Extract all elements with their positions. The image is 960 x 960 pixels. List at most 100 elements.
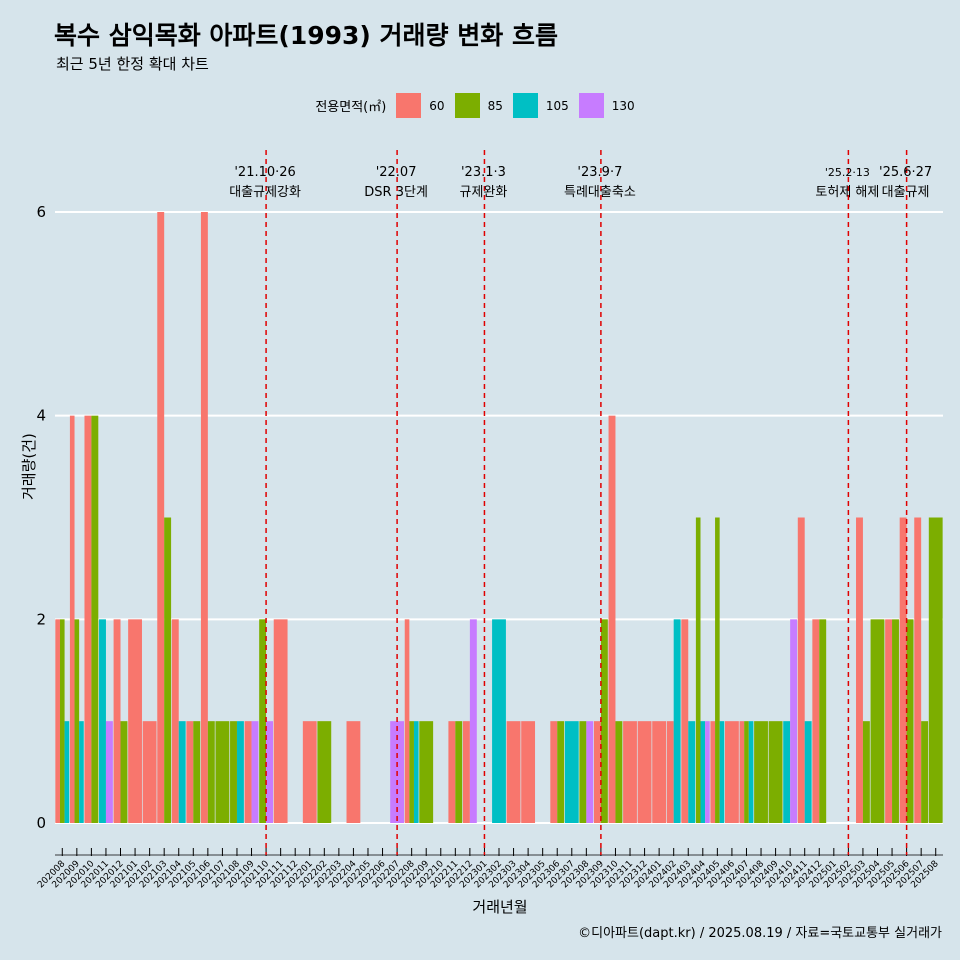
bar-202211-60 [448, 721, 456, 823]
legend-title: 전용면적(㎡) [315, 100, 387, 115]
bar-202406-60 [725, 721, 739, 823]
bar-202008-85 [59, 619, 65, 823]
event-label-text: 대출규제 [882, 185, 930, 200]
legend-swatch-60 [396, 93, 422, 118]
bar-202310-60 [608, 415, 616, 823]
legend-swatch-105 [512, 93, 538, 118]
chart-title: 복수 삼익목화 아파트(1993) 거래량 변화 흐름 [54, 21, 558, 50]
bar-202506-85 [906, 619, 914, 823]
bar-202503-60 [856, 517, 863, 823]
bar-202010-60 [84, 415, 92, 823]
bar-202412-85 [819, 619, 827, 823]
bar-202103-60 [157, 212, 165, 823]
bar-202507-85 [921, 721, 929, 823]
legend-swatch-85 [454, 93, 480, 118]
bar-202106-60 [200, 212, 208, 823]
x-axis-title: 거래년월 [472, 898, 528, 916]
legend-item-105: 105 [512, 93, 569, 118]
legend-item-60: 60 [396, 93, 445, 118]
bar-202012-60 [113, 619, 121, 823]
y-tick-label: 2 [36, 610, 46, 628]
bar-202102-60 [142, 721, 157, 823]
bar-202311-60 [623, 721, 637, 823]
bar-202309-85 [600, 619, 608, 823]
bar-202403-60 [681, 619, 689, 823]
y-tick-label: 6 [36, 203, 46, 221]
bar-202404-130 [705, 721, 710, 823]
event-label-date: '23.9·7 [577, 165, 622, 180]
bar-202403-105 [688, 721, 696, 823]
bar-202303-60 [506, 721, 521, 823]
bar-202410-105 [783, 721, 791, 823]
bar-202411-105 [804, 721, 812, 823]
legend-item-130: 130 [578, 93, 635, 118]
bar-202407-60 [739, 721, 745, 823]
event-label-text: 토허제 해제 [815, 185, 879, 200]
bar-202008-60 [55, 619, 60, 823]
bar-202307-105 [564, 721, 579, 823]
bar-202402-60 [666, 721, 674, 823]
bar-202111-60 [273, 619, 288, 823]
source-caption: ©디아파트(dapt.kr) / 2025.08.19 / 자료=국토교통부 실… [578, 926, 942, 941]
bar-202404-85 [695, 517, 701, 823]
bar-202009-60 [69, 415, 75, 823]
event-label-date: '23.1·3 [461, 165, 506, 180]
bar-202410-130 [790, 619, 798, 823]
bar-202309-60 [593, 721, 601, 823]
y-tick-label: 0 [36, 814, 46, 832]
bar-202405-105 [719, 721, 725, 823]
bar-202404-105 [700, 721, 706, 823]
bar-202109-130 [251, 721, 259, 823]
bar-202103-85 [164, 517, 172, 823]
legend-label-130: 130 [611, 98, 635, 113]
bar-202401-60 [652, 721, 667, 823]
bar-202204-60 [346, 721, 361, 823]
bar-202110-130 [266, 721, 273, 823]
bar-202508-85 [928, 517, 943, 823]
bar-202106-85 [207, 721, 215, 823]
event-label-date: '21.10·26 [234, 165, 295, 180]
legend: 전용면적(㎡) 60 85 105 130 [0, 93, 960, 118]
bar-202507-60 [914, 517, 922, 823]
bar-202212-130 [469, 619, 477, 823]
bar-202202-85 [317, 721, 332, 823]
bar-202308-85 [579, 721, 587, 823]
bar-202312-60 [637, 721, 652, 823]
bar-202304-60 [521, 721, 536, 823]
chart-subtitle: 최근 5년 한정 확대 차트 [56, 55, 209, 73]
bar-202208-85 [409, 721, 414, 823]
bar-202504-85 [870, 619, 885, 823]
bar-202308-130 [586, 721, 594, 823]
y-axis-title: 거래량(건) [20, 433, 38, 500]
bar-202412-60 [812, 619, 820, 823]
bar-202209-85 [419, 721, 434, 823]
legend-swatch-130 [578, 93, 604, 118]
bar-202402-105 [673, 619, 681, 823]
bar-202108-105 [236, 721, 244, 823]
bar-202411-60 [797, 517, 805, 823]
bar-202208-60 [404, 619, 410, 823]
bar-202110-85 [259, 619, 267, 823]
event-label-text: 특례대출축소 [564, 185, 636, 200]
bar-202101-60 [128, 619, 142, 823]
event-label-text: 대출규제강화 [229, 185, 301, 200]
legend-label-105: 105 [545, 98, 569, 113]
bar-202302-105 [492, 619, 506, 823]
bar-202306-85 [557, 721, 565, 823]
bar-202105-60 [186, 721, 194, 823]
bar-202109-60 [244, 721, 252, 823]
legend-item-85: 85 [454, 93, 503, 118]
bar-202012-85 [120, 721, 128, 823]
event-label-date: '25.6·27 [879, 165, 932, 180]
legend-label-85: 85 [487, 98, 503, 113]
bar-202105-85 [193, 721, 201, 823]
y-tick-label: 4 [36, 407, 46, 425]
bar-202009-85 [74, 619, 80, 823]
bar-202212-60 [462, 721, 470, 823]
event-label-date: '25.2·13 [825, 166, 870, 179]
event-label-text: 규제완화 [460, 185, 508, 200]
bar-202408-85 [754, 721, 768, 823]
bar-202201-60 [302, 721, 317, 823]
bar-202107-85 [215, 721, 230, 823]
